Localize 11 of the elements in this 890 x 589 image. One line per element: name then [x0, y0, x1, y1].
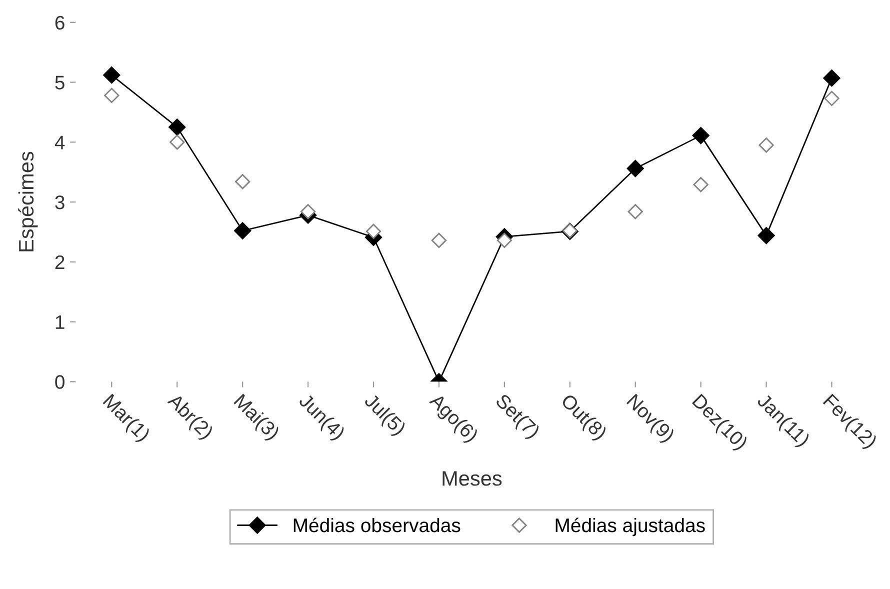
y-tick-label: 1 — [56, 315, 64, 329]
y-tick-label: 5 — [55, 76, 64, 90]
y-tick-label: 4 — [54, 136, 65, 150]
y-tick-label: 3 — [55, 195, 64, 210]
legend-label: Médias ajustadas — [556, 518, 705, 536]
x-axis-title: Meses — [442, 471, 502, 486]
y-tick-label: 6 — [55, 16, 64, 30]
y-tick-label: 0 — [55, 375, 64, 389]
y-tick-label: 2 — [55, 255, 64, 269]
legend-label: Médias observadas — [294, 518, 460, 532]
y-axis-title: Espécimes — [18, 152, 38, 252]
